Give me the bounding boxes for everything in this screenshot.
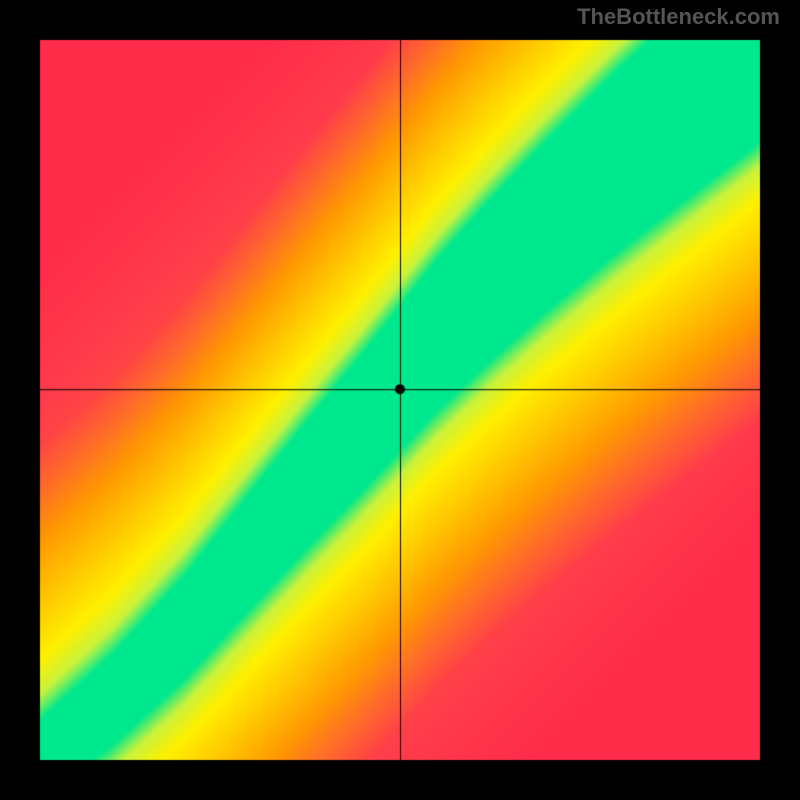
- chart-container: TheBottleneck.com: [0, 0, 800, 800]
- heatmap-canvas: [0, 0, 800, 800]
- watermark-text: TheBottleneck.com: [577, 4, 780, 30]
